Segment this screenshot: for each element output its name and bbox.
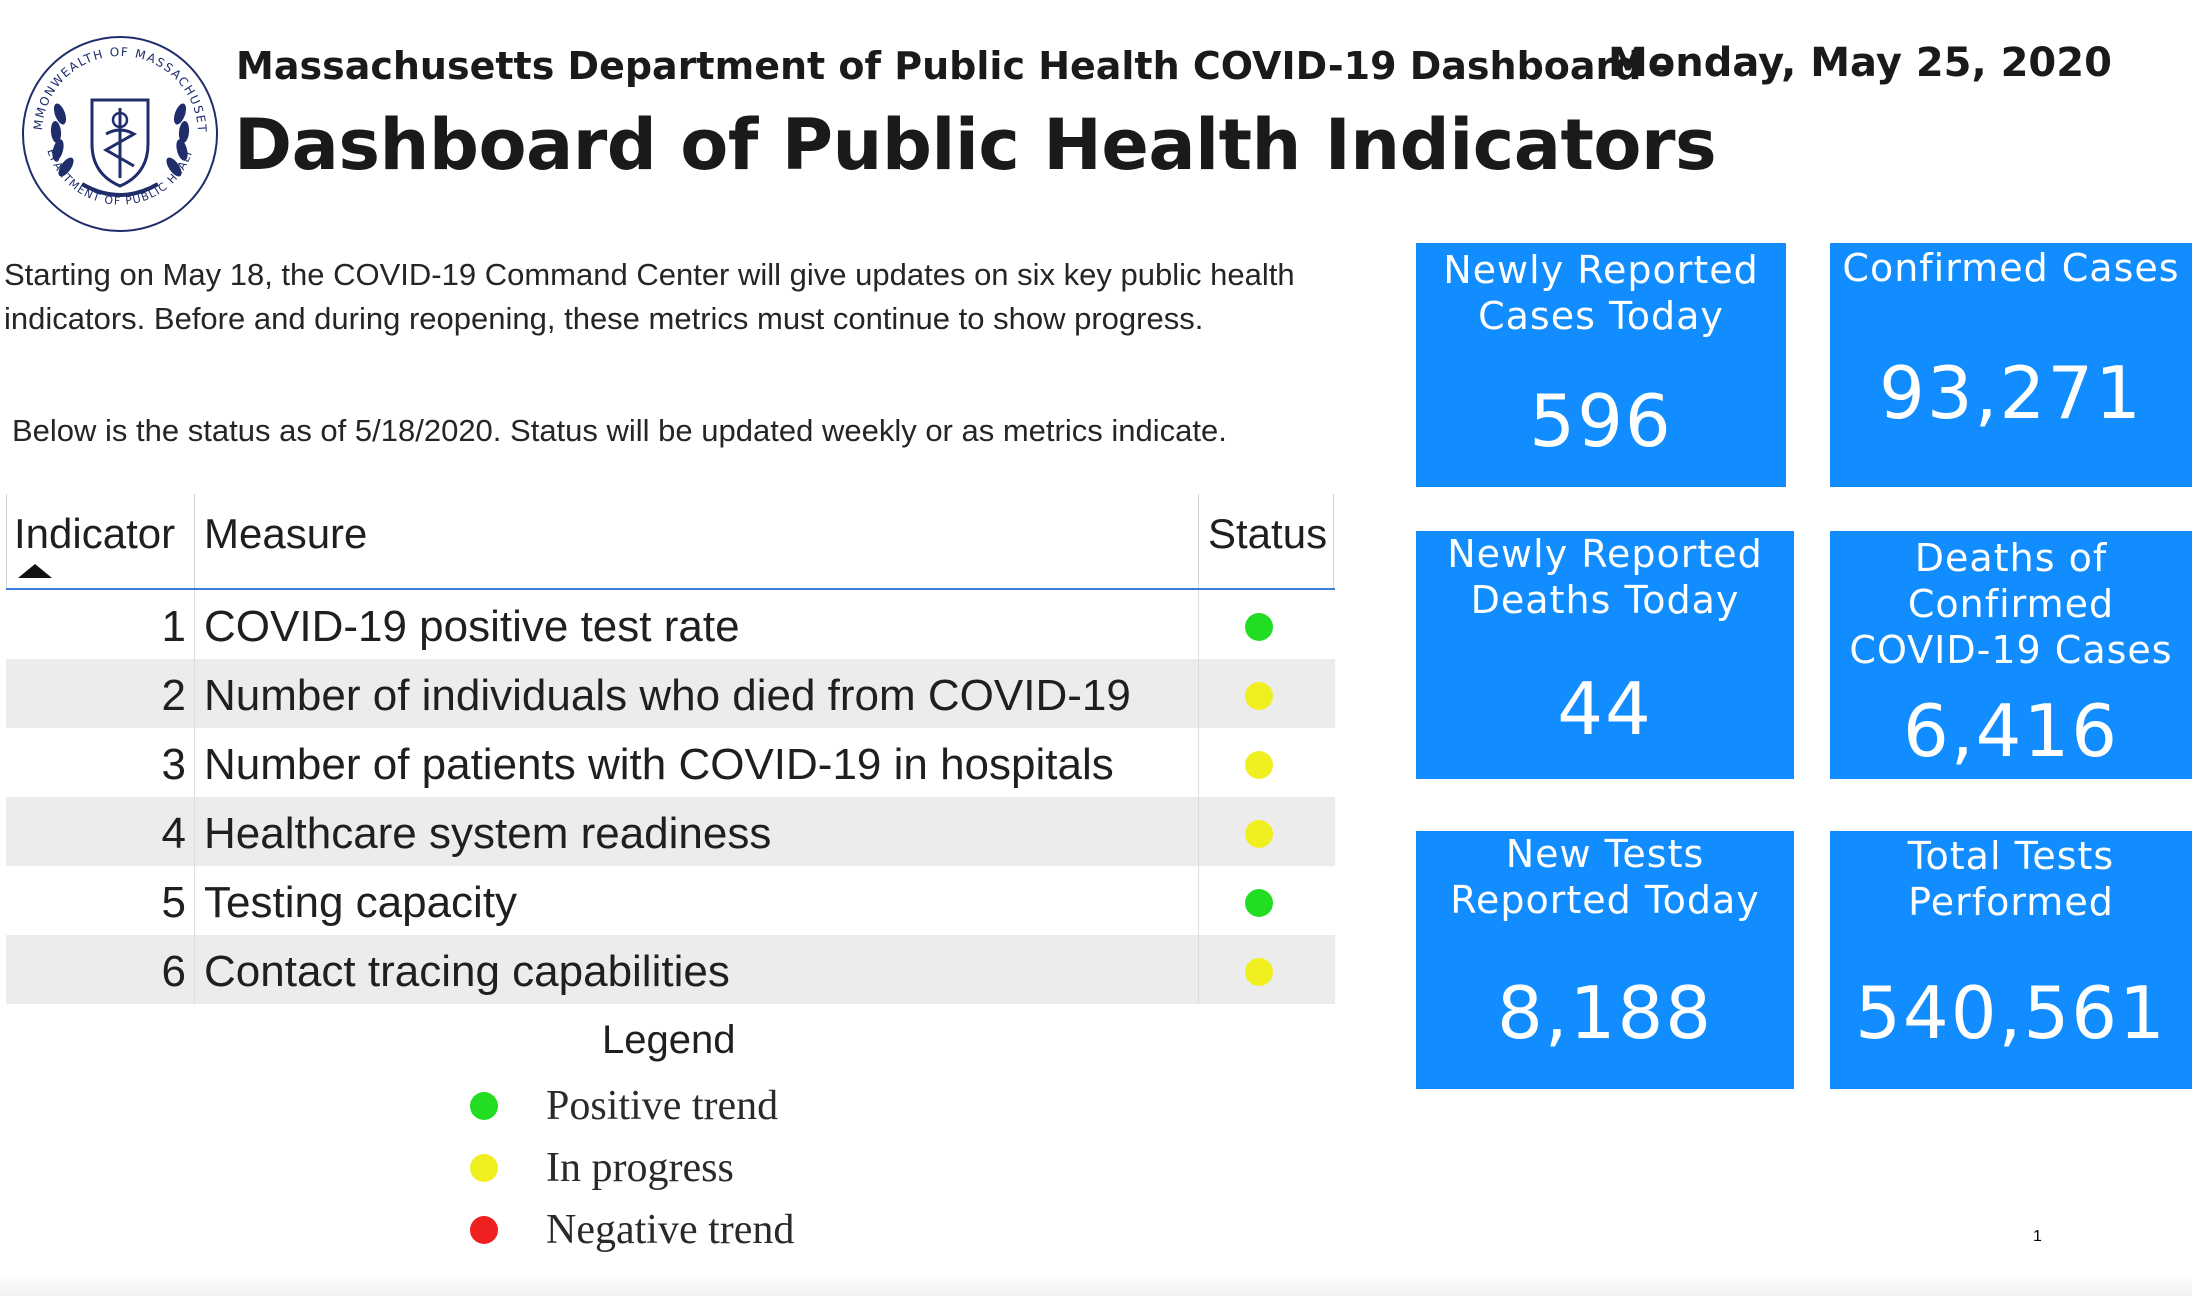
legend-label: In progress	[546, 1145, 734, 1191]
table-row[interactable]: 2 Number of individuals who died from CO…	[6, 659, 1335, 728]
column-header-status[interactable]: Status	[1208, 510, 1328, 557]
table-row[interactable]: 4 Healthcare system readiness	[6, 797, 1335, 866]
indicator-number: 2	[161, 671, 186, 720]
legend-label: Positive trend	[546, 1083, 779, 1129]
card-label: Deaths of	[1914, 536, 2108, 580]
card-value: 6,416	[1902, 689, 2120, 773]
dph-seal-logo: COMMONWEALTH OF MASSACHUSETTS DEPARTMENT…	[15, 23, 220, 234]
card-newly-reported-cases: Newly Reported Cases Today 596	[1416, 243, 1786, 487]
card-label: Reported Today	[1450, 878, 1760, 922]
legend-dot	[470, 1154, 498, 1182]
measure-text: COVID-19 positive test rate	[204, 602, 740, 651]
card-value: 596	[1529, 379, 1673, 463]
card-value: 8,188	[1496, 971, 1714, 1055]
indicator-number: 1	[161, 602, 186, 651]
intro-paragraph: Starting on May 18, the COVID-19 Command…	[4, 257, 1295, 336]
page-title: Dashboard of Public Health Indicators	[234, 104, 1717, 186]
status-dot	[1245, 682, 1273, 710]
report-date: Monday, May 25, 2020	[1608, 40, 2112, 86]
legend-title: Legend	[602, 1018, 736, 1062]
page-number: 1	[2033, 1228, 2042, 1245]
table-row[interactable]: 3 Number of patients with COVID-19 in ho…	[6, 728, 1335, 797]
card-label: Cases Today	[1478, 294, 1724, 338]
status-dot	[1245, 613, 1273, 641]
indicator-number: 3	[161, 740, 186, 789]
indicator-number: 5	[161, 878, 186, 927]
card-label: Deaths Today	[1470, 578, 1740, 622]
indicators-table: Indicator Measure Status 1 COVID-19 posi…	[6, 494, 1335, 1004]
card-label: Total Tests	[1907, 834, 2115, 878]
card-new-tests: New Tests Reported Today 8,188	[1416, 831, 1794, 1089]
table-header: Indicator Measure Status	[6, 494, 1335, 590]
card-label: Performed	[1908, 880, 2114, 924]
table-row[interactable]: 6 Contact tracing capabilities	[6, 935, 1335, 1004]
column-header-indicator[interactable]: Indicator	[14, 510, 176, 557]
card-label: Confirmed	[1907, 582, 2115, 626]
table-row[interactable]: 1 COVID-19 positive test rate	[6, 590, 1335, 659]
status-dot	[1245, 751, 1273, 779]
indicator-number: 6	[161, 947, 186, 996]
dashboard-subtitle: Massachusetts Department of Public Healt…	[236, 44, 1671, 88]
status-dot	[1245, 889, 1273, 917]
card-value: 93,271	[1879, 351, 2143, 435]
status-dot	[1245, 820, 1273, 848]
card-total-tests: Total Tests Performed 540,561	[1830, 831, 2192, 1089]
card-label: Confirmed Cases	[1842, 246, 2180, 290]
measure-text: Contact tracing capabilities	[204, 947, 730, 996]
card-label: Newly Reported	[1443, 248, 1759, 292]
status-note: Below is the status as of 5/18/2020. Sta…	[12, 413, 1227, 448]
card-value: 44	[1557, 667, 1653, 751]
sort-ascending-icon[interactable]	[18, 564, 52, 578]
measure-text: Number of patients with COVID-19 in hosp…	[204, 740, 1114, 789]
measure-text: Healthcare system readiness	[204, 809, 772, 858]
card-newly-reported-deaths: Newly Reported Deaths Today 44	[1416, 531, 1794, 779]
card-label: COVID-19 Cases	[1849, 628, 2173, 672]
status-dot	[1245, 958, 1273, 986]
card-value: 540,561	[1855, 971, 2167, 1055]
card-deaths-confirmed: Deaths of Confirmed COVID-19 Cases 6,416	[1830, 531, 2192, 779]
card-confirmed-cases: Confirmed Cases 93,271	[1830, 243, 2192, 487]
legend-label: Negative trend	[546, 1207, 795, 1253]
card-label: Newly Reported	[1447, 532, 1763, 576]
column-header-measure[interactable]: Measure	[204, 510, 368, 557]
legend-dot	[470, 1216, 498, 1244]
footer-divider	[0, 1274, 2192, 1296]
indicator-number: 4	[161, 809, 186, 858]
card-label: New Tests	[1505, 832, 1705, 876]
table-row[interactable]: 5 Testing capacity	[6, 866, 1335, 935]
legend-dot	[470, 1092, 498, 1120]
measure-text: Testing capacity	[204, 878, 518, 927]
measure-text: Number of individuals who died from COVI…	[204, 671, 1131, 720]
